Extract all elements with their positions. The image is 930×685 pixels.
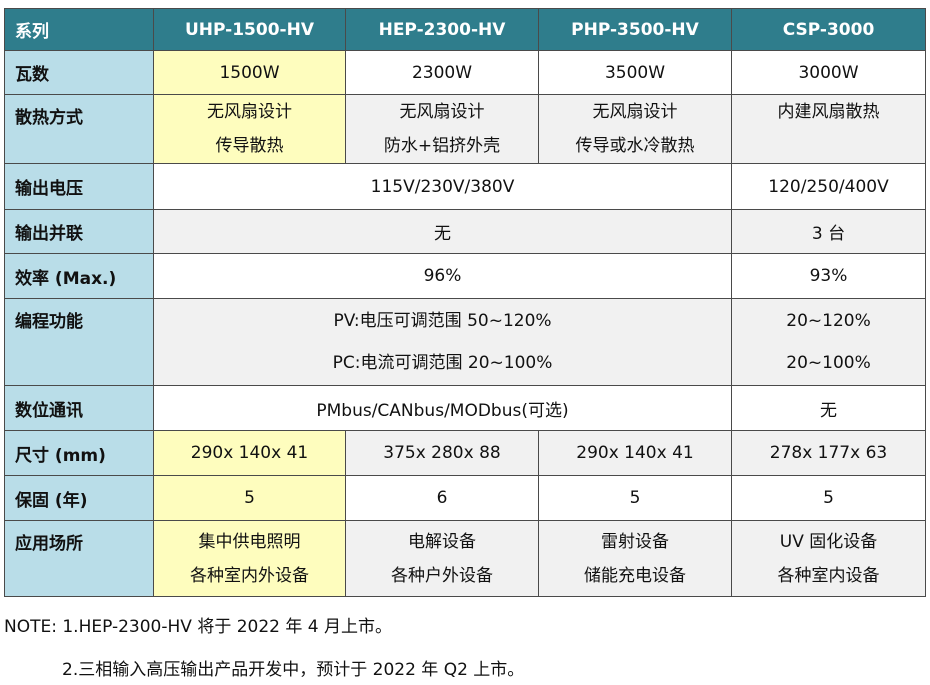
cell-application-hep: 电解设备 各种户外设备 [345,520,539,597]
cell-size-csp: 278x 177x 63 [731,430,926,476]
cell-warranty-csp: 5 [731,475,926,521]
cooling-hep-line1: 无风扇设计 [399,102,485,122]
cell-cooling-php: 无风扇设计 传导或水冷散热 [538,94,732,164]
row-programming: 编程功能 PV:电压可调范围 50~120% PC:电流可调范围 20~100%… [4,298,926,386]
cooling-csp-line1: 内建风扇散热 [777,102,880,122]
cooling-php-line1: 无风扇设计 [592,102,678,122]
application-uhp-line2: 各种室内外设备 [190,565,309,586]
cell-size-php: 290x 140x 41 [538,430,732,476]
label-application: 应用场所 [4,520,154,597]
cell-parallel-shared: 无 [153,209,732,254]
cell-power-uhp: 1500W [153,50,346,95]
application-uhp-line1: 集中供电照明 [198,531,301,552]
cell-cooling-hep: 无风扇设计 防水+铝挤外壳 [345,94,539,164]
label-voltage: 输出电压 [4,163,154,210]
cell-size-hep: 375x 280x 88 [345,430,539,476]
label-cooling: 散热方式 [4,94,154,164]
cell-application-csp: UV 固化设备 各种室内设备 [731,520,926,597]
cell-programming-shared: PV:电压可调范围 50~120% PC:电流可调范围 20~100% [153,298,732,386]
application-hep-line1: 电解设备 [408,531,476,552]
note-line-1: NOTE: 1.HEP-2300-HV 将于 2022 年 4 月上市。 [4,617,393,637]
cell-efficiency-csp: 93% [731,253,926,299]
label-size: 尺寸 (mm) [4,430,154,476]
row-cooling: 散热方式 无风扇设计 传导散热 无风扇设计 防水+铝挤外壳 无风扇设计 传导或水… [4,94,926,164]
cell-power-csp: 3000W [731,50,926,95]
label-digital: 数位通讯 [4,385,154,431]
cell-warranty-hep: 6 [345,475,539,521]
cell-warranty-uhp: 5 [153,475,346,521]
spec-table: 系列 UHP-1500-HV HEP-2300-HV PHP-3500-HV C… [4,8,926,597]
cooling-uhp-line2: 传导散热 [215,136,284,156]
cell-digital-csp: 无 [731,385,926,431]
cell-digital-shared: PMbus/CANbus/MODbus(可选) [153,385,732,431]
programming-pv: PV:电压可调范围 50~120% [333,311,552,331]
cell-voltage-shared: 115V/230V/380V [153,163,732,210]
cell-power-hep: 2300W [345,50,539,95]
cell-application-php: 雷射设备 储能充电设备 [538,520,732,597]
label-programming: 编程功能 [4,298,154,386]
header-csp: CSP-3000 [731,8,926,51]
label-parallel: 输出并联 [4,209,154,254]
label-power: 瓦数 [4,50,154,95]
header-series: 系列 [4,8,154,51]
application-csp-line2: 各种室内设备 [777,565,880,586]
cell-power-php: 3500W [538,50,732,95]
row-efficiency: 效率 (Max.) 96% 93% [4,253,926,299]
application-php-line2: 储能充电设备 [584,565,686,586]
row-power: 瓦数 1500W 2300W 3500W 3000W [4,50,926,95]
row-digital: 数位通讯 PMbus/CANbus/MODbus(可选) 无 [4,385,926,431]
cell-cooling-uhp: 无风扇设计 传导散热 [153,94,346,164]
row-voltage: 输出电压 115V/230V/380V 120/250/400V [4,163,926,210]
header-uhp: UHP-1500-HV [153,8,346,51]
application-hep-line2: 各种户外设备 [391,565,493,586]
row-application: 应用场所 集中供电照明 各种室内外设备 电解设备 各种户外设备 雷射设备 储能充… [4,520,926,597]
cell-programming-csp: 20~120% 20~100% [731,298,926,386]
header-row: 系列 UHP-1500-HV HEP-2300-HV PHP-3500-HV C… [4,8,926,51]
header-php: PHP-3500-HV [538,8,732,51]
row-size: 尺寸 (mm) 290x 140x 41 375x 280x 88 290x 1… [4,430,926,476]
programming-pc: PC:电流可调范围 20~100% [332,353,553,373]
label-warranty: 保固 (年) [4,475,154,521]
header-hep: HEP-2300-HV [345,8,539,51]
application-csp-line1: UV 固化设备 [779,531,878,552]
cell-parallel-csp: 3 台 [731,209,926,254]
application-php-line1: 雷射设备 [601,531,669,552]
programming-csp-pv: 20~120% [786,311,871,331]
note-line-2: 2.三相输入高压输出产品开发中，预计于 2022 年 Q2 上市。 [62,660,525,680]
cell-efficiency-shared: 96% [153,253,732,299]
cell-size-uhp: 290x 140x 41 [153,430,346,476]
cooling-hep-line2: 防水+铝挤外壳 [383,136,501,156]
cell-cooling-csp: 内建风扇散热 [731,94,926,164]
label-efficiency: 效率 (Max.) [4,253,154,299]
cooling-php-line2: 传导或水冷散热 [575,136,695,156]
programming-csp-pc: 20~100% [786,353,871,373]
cell-warranty-php: 5 [538,475,732,521]
cooling-uhp-line1: 无风扇设计 [207,102,292,122]
row-warranty: 保固 (年) 5 6 5 5 [4,475,926,521]
cell-application-uhp: 集中供电照明 各种室内外设备 [153,520,346,597]
row-parallel: 输出并联 无 3 台 [4,209,926,254]
cell-voltage-csp: 120/250/400V [731,163,926,210]
